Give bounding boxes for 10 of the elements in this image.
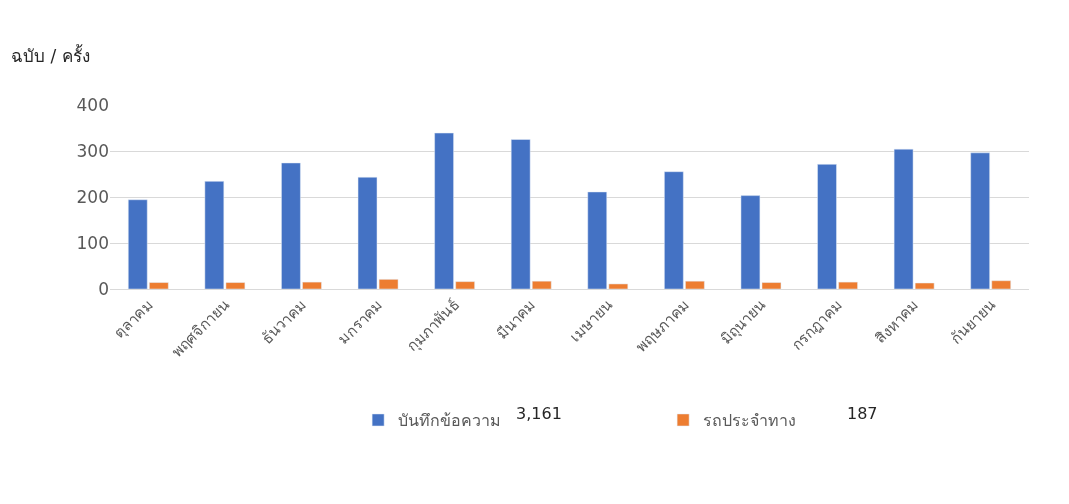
legend-label: บันทึกข้อความ [398,411,502,431]
y-axis-title: ฉบับ / ครั้ง [11,44,90,66]
text: 3,161 [516,404,562,423]
y-tick-label: 100 [76,232,109,253]
y-tick-label: 300 [76,140,109,161]
text: 187 [847,404,878,423]
legend-label: รถประจำทาง [703,411,797,431]
y-tick-label: 400 [76,94,109,115]
y-tick-label: 200 [76,186,109,207]
y-tick-label: 0 [98,278,109,299]
